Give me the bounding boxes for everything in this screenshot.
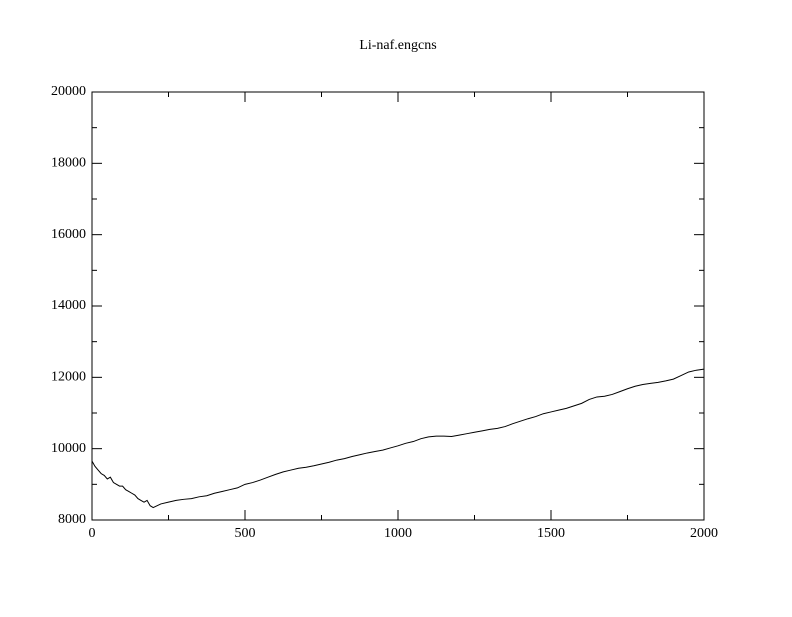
y-tick-label: 16000 (51, 227, 86, 242)
y-tick-label: 20000 (51, 84, 86, 99)
x-tick-label: 2000 (690, 526, 718, 541)
x-tick-label: 0 (89, 526, 96, 541)
y-tick-label: 18000 (51, 156, 86, 171)
chart-title: Li-naf.engcns (359, 38, 436, 53)
x-tick-label: 500 (235, 526, 256, 541)
y-tick-label: 10000 (51, 441, 86, 456)
x-tick-label: 1500 (537, 526, 565, 541)
y-tick-label: 14000 (51, 298, 86, 313)
x-tick-label: 1000 (384, 526, 412, 541)
y-tick-label: 8000 (58, 512, 86, 527)
data-line (91, 368, 705, 509)
y-tick-label: 12000 (51, 370, 86, 385)
